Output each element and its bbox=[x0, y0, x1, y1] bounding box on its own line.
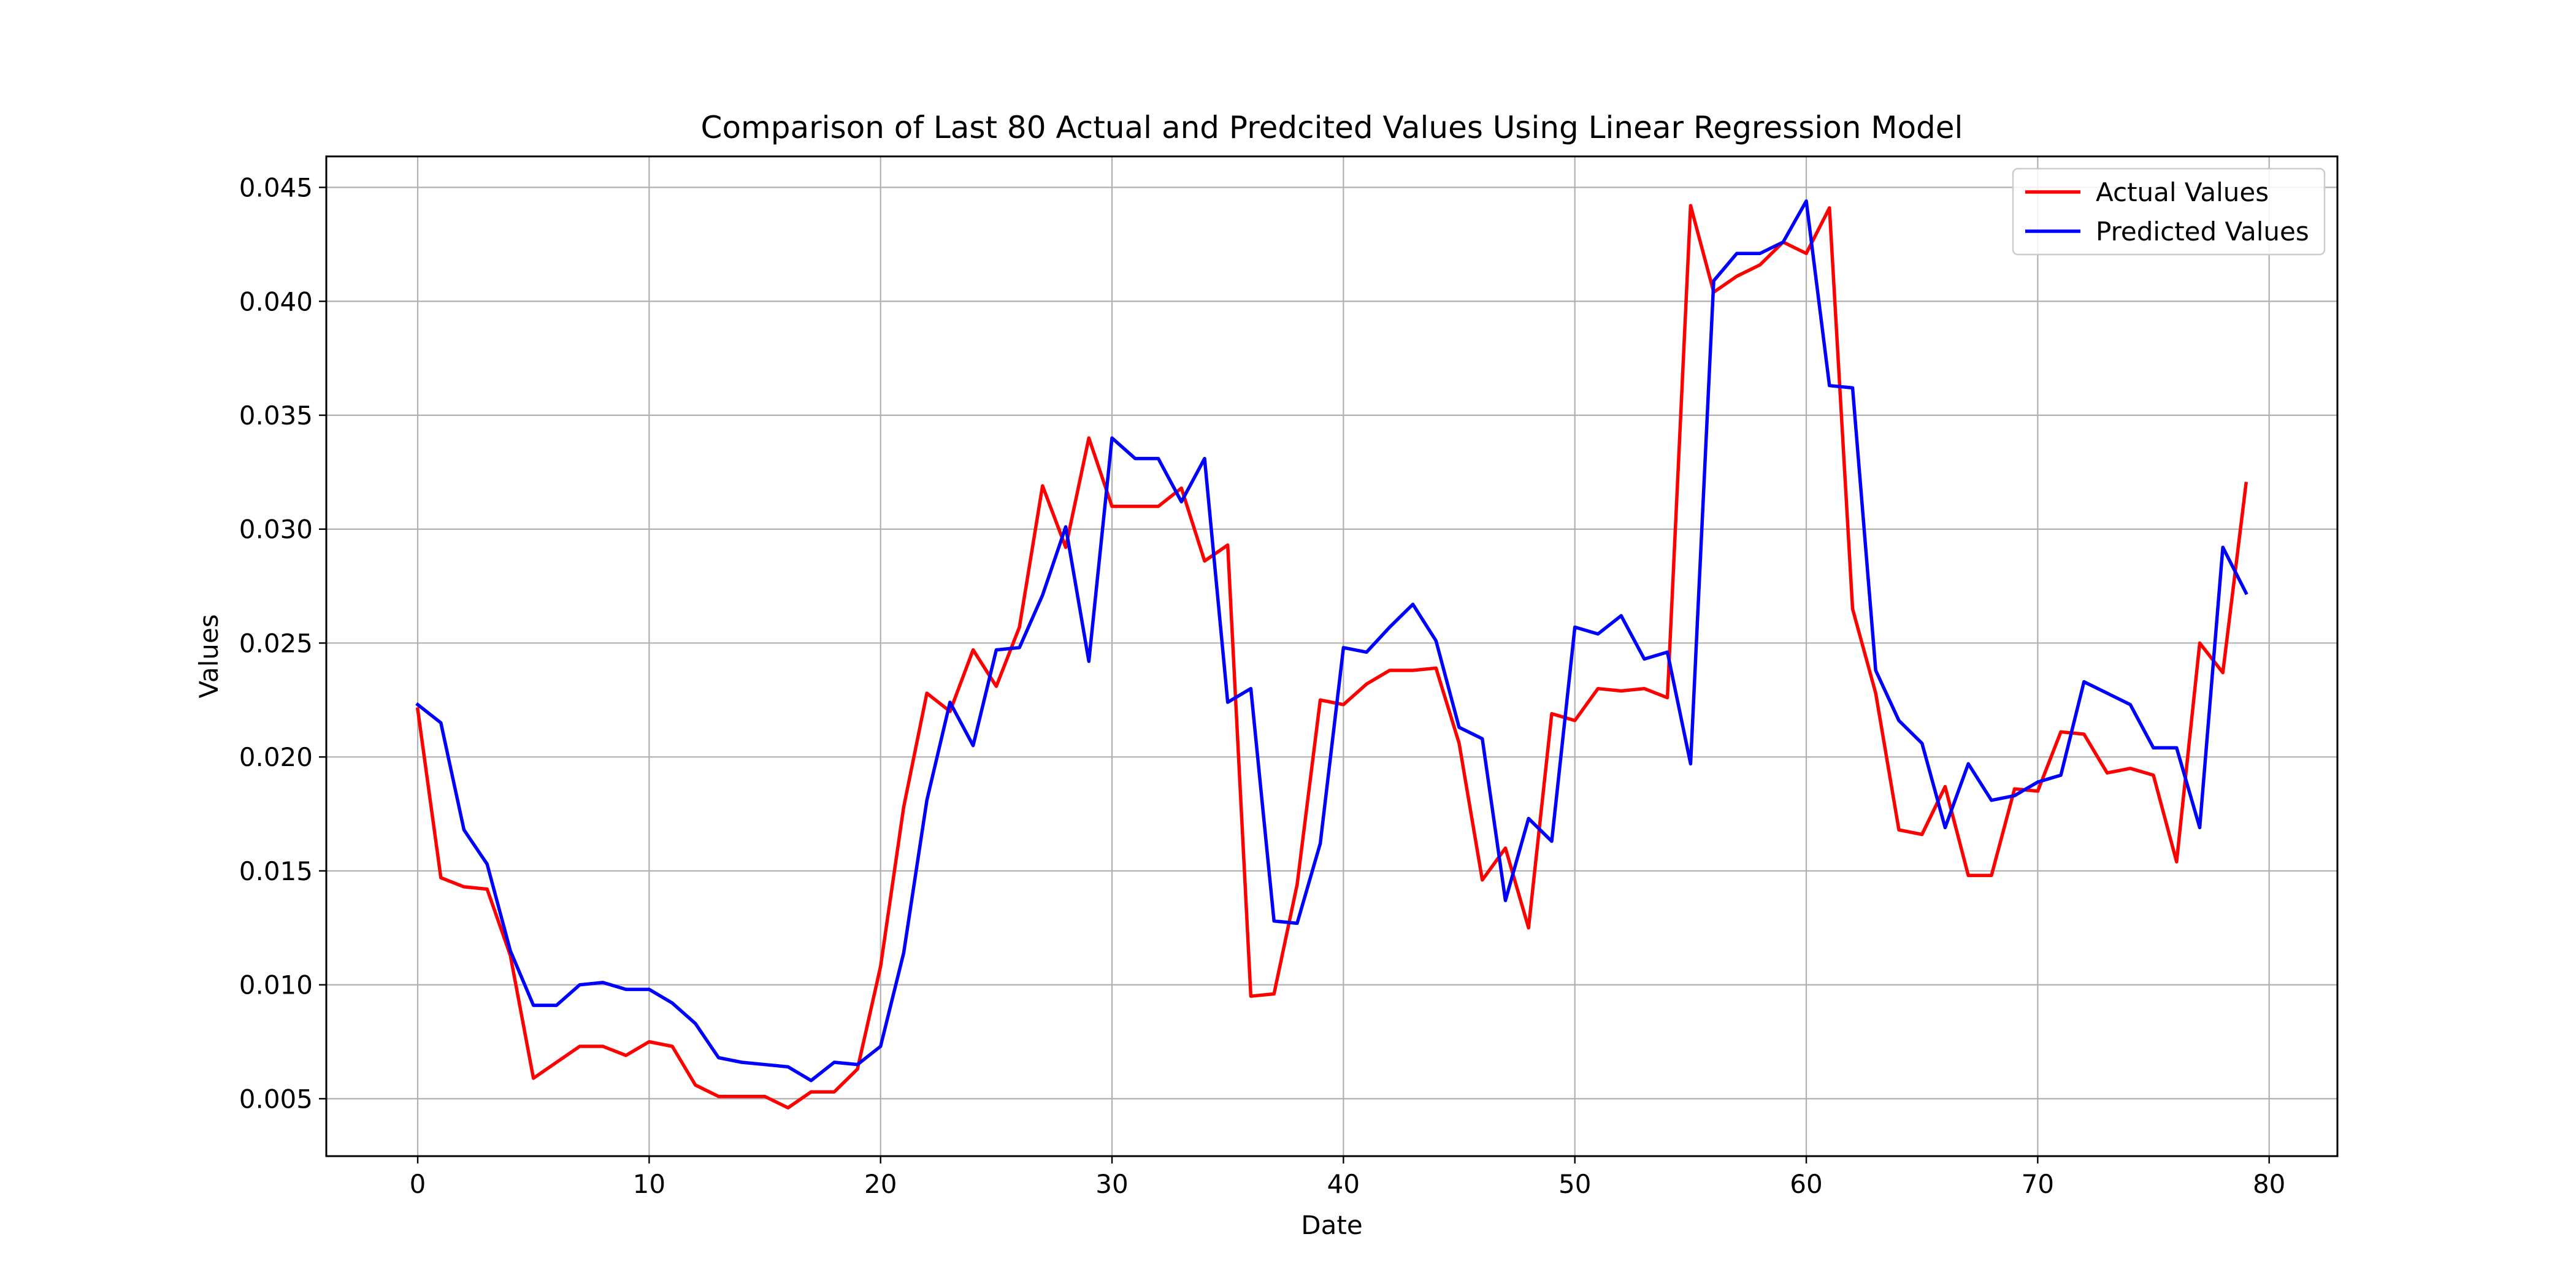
x-tick-label: 10 bbox=[633, 1169, 665, 1199]
legend: Actual Values Predicted Values bbox=[2012, 167, 2326, 256]
y-tick-label: 0.040 bbox=[239, 286, 313, 316]
x-tick-label: 40 bbox=[1327, 1169, 1360, 1199]
chart-title: Comparison of Last 80 Actual and Predcit… bbox=[701, 110, 1963, 145]
y-axis-label: Values bbox=[194, 614, 224, 698]
y-tick-label: 0.025 bbox=[239, 628, 313, 658]
y-tick-label: 0.030 bbox=[239, 515, 313, 545]
x-tick-label: 80 bbox=[2253, 1169, 2285, 1199]
y-tick-label: 0.005 bbox=[239, 1084, 313, 1114]
y-tick-label: 0.035 bbox=[239, 401, 313, 431]
plot-area-frame bbox=[325, 155, 2339, 1157]
legend-label: Actual Values bbox=[2096, 177, 2269, 207]
x-tick-label: 30 bbox=[1095, 1169, 1128, 1199]
x-tick-label: 70 bbox=[2022, 1169, 2054, 1199]
y-tick-label: 0.010 bbox=[239, 970, 313, 1000]
y-tick-label: 0.020 bbox=[239, 742, 313, 772]
legend-box bbox=[2012, 167, 2326, 256]
series-line-actual bbox=[415, 204, 2248, 1110]
y-tick-label: 0.015 bbox=[239, 856, 313, 886]
x-axis-label: Date bbox=[1301, 1210, 1362, 1240]
grid bbox=[326, 156, 2337, 1156]
series-line-predicted bbox=[415, 199, 2248, 1083]
x-tick-label: 0 bbox=[410, 1169, 426, 1199]
x-tick-label: 20 bbox=[864, 1169, 897, 1199]
y-tick-label: 0.045 bbox=[239, 173, 313, 203]
x-tick-label: 60 bbox=[1790, 1169, 1822, 1199]
series-lines bbox=[415, 199, 2248, 1110]
axis-ticks: 0 10 20 30 40 50 60 70 80 0.005 0.010 0.015 0.020 0.0… bbox=[239, 173, 2286, 1199]
legend-label: Predicted Values bbox=[2096, 217, 2309, 247]
x-tick-label: 50 bbox=[1558, 1169, 1591, 1199]
